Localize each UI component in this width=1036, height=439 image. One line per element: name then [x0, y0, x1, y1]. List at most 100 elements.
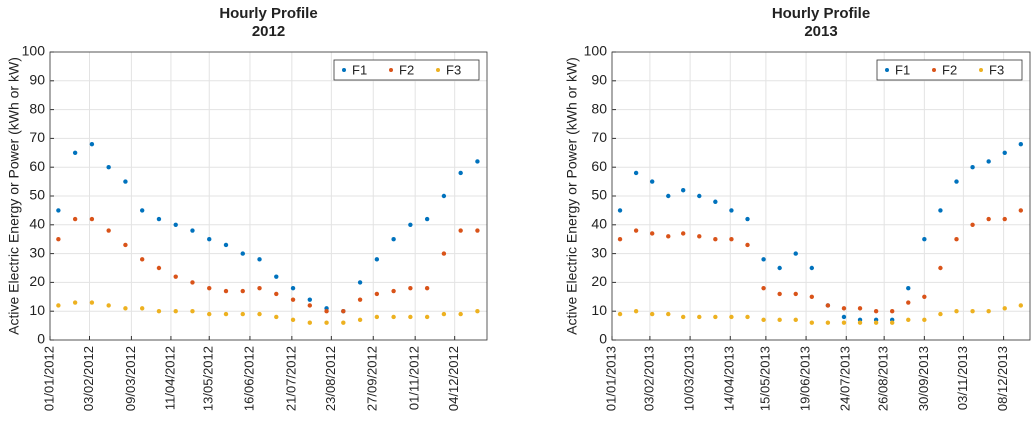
data-point	[475, 228, 480, 233]
y-tick-label: 50	[591, 187, 607, 203]
data-point	[713, 314, 718, 320]
data-point	[841, 320, 847, 325]
x-tick-label: 03/02/2012	[81, 346, 96, 411]
chart-subtitle: 2013	[804, 23, 837, 40]
legend: F1 F2 F3	[876, 59, 1023, 81]
x-tick-label: 09/03/2012	[123, 346, 138, 411]
data-point	[223, 311, 229, 317]
data-point	[257, 257, 262, 262]
data-point	[649, 311, 655, 317]
data-point	[970, 165, 975, 170]
data-point	[986, 216, 991, 222]
data-point	[889, 309, 895, 314]
data-point	[190, 228, 195, 233]
data-point	[274, 291, 279, 297]
data-point	[123, 242, 128, 248]
data-point	[954, 237, 959, 242]
y-tick-label: 90	[29, 72, 45, 88]
data-point	[666, 234, 671, 239]
data-point	[240, 311, 245, 317]
x-tick-label: 01/11/2012	[407, 346, 422, 410]
x-tick-label: 15/05/2013	[757, 346, 772, 411]
data-point	[324, 320, 329, 325]
x-tick-label: 26/08/2013	[876, 346, 891, 411]
data-point	[745, 314, 750, 320]
y-tick-label: 30	[29, 244, 45, 260]
data-point	[441, 193, 447, 199]
x-tick-label: 10/03/2013	[682, 346, 697, 411]
x-tick-label: 03/11/2013	[955, 346, 970, 410]
data-point	[697, 314, 702, 320]
data-point	[873, 309, 879, 314]
data-point	[617, 311, 623, 317]
data-point	[729, 314, 734, 320]
data-point	[458, 170, 463, 176]
data-point	[290, 285, 296, 291]
data-point	[922, 317, 927, 323]
data-point	[156, 309, 162, 314]
data-point	[793, 317, 798, 323]
data-point	[649, 231, 655, 236]
data-point	[240, 288, 245, 294]
data-point	[257, 311, 262, 317]
data-point	[761, 257, 766, 262]
x-tick-label: 13/05/2012	[201, 346, 216, 411]
legend-marker	[885, 68, 889, 72]
data-point	[857, 306, 863, 311]
data-point	[139, 208, 145, 213]
data-point	[89, 216, 95, 222]
y-tick-label: 80	[591, 100, 607, 116]
data-point	[374, 314, 380, 320]
data-point	[777, 317, 782, 323]
data-point	[970, 222, 975, 227]
y-tick-label: 10	[591, 302, 607, 318]
data-point	[617, 237, 623, 242]
y-tick-label: 10	[29, 302, 45, 318]
data-point	[825, 320, 831, 325]
data-point	[357, 280, 363, 285]
data-point	[139, 257, 145, 262]
y-tick-label: 60	[29, 158, 45, 174]
data-point	[649, 179, 655, 184]
data-point	[56, 303, 61, 308]
data-point	[391, 237, 396, 242]
y-tick-label: 40	[591, 216, 607, 232]
data-point	[697, 193, 702, 199]
data-point	[697, 234, 702, 239]
data-point	[633, 170, 639, 176]
x-tick-label: 16/06/2012	[241, 346, 256, 411]
data-point	[793, 291, 798, 297]
data-point	[729, 237, 734, 242]
data-point	[938, 208, 943, 213]
data-point	[809, 320, 815, 325]
x-tick-label: 24/07/2013	[838, 346, 853, 411]
data-point	[889, 320, 895, 325]
data-point	[424, 314, 430, 320]
data-point	[475, 309, 480, 314]
data-point	[954, 309, 959, 314]
y-axis-label: Active Electric Energy or Power (kWh or …	[6, 57, 22, 335]
x-tick-label: 01/01/2012	[41, 346, 56, 411]
legend-box	[333, 59, 480, 81]
data-point	[290, 297, 296, 302]
data-point	[841, 314, 847, 320]
data-point	[72, 216, 78, 222]
data-point	[745, 242, 750, 248]
data-point	[223, 242, 229, 248]
data-point	[408, 314, 413, 320]
data-point	[391, 288, 396, 294]
data-point	[190, 280, 195, 285]
data-point	[56, 208, 61, 213]
data-point	[424, 216, 430, 222]
x-tick-label: 04/12/2012	[446, 346, 461, 411]
data-point	[873, 320, 879, 325]
data-point	[441, 311, 447, 317]
legend-label: F1	[352, 62, 367, 77]
data-point	[841, 306, 847, 311]
data-point	[458, 228, 463, 233]
data-point	[207, 311, 212, 317]
data-point	[906, 317, 911, 323]
data-point	[1002, 150, 1007, 155]
